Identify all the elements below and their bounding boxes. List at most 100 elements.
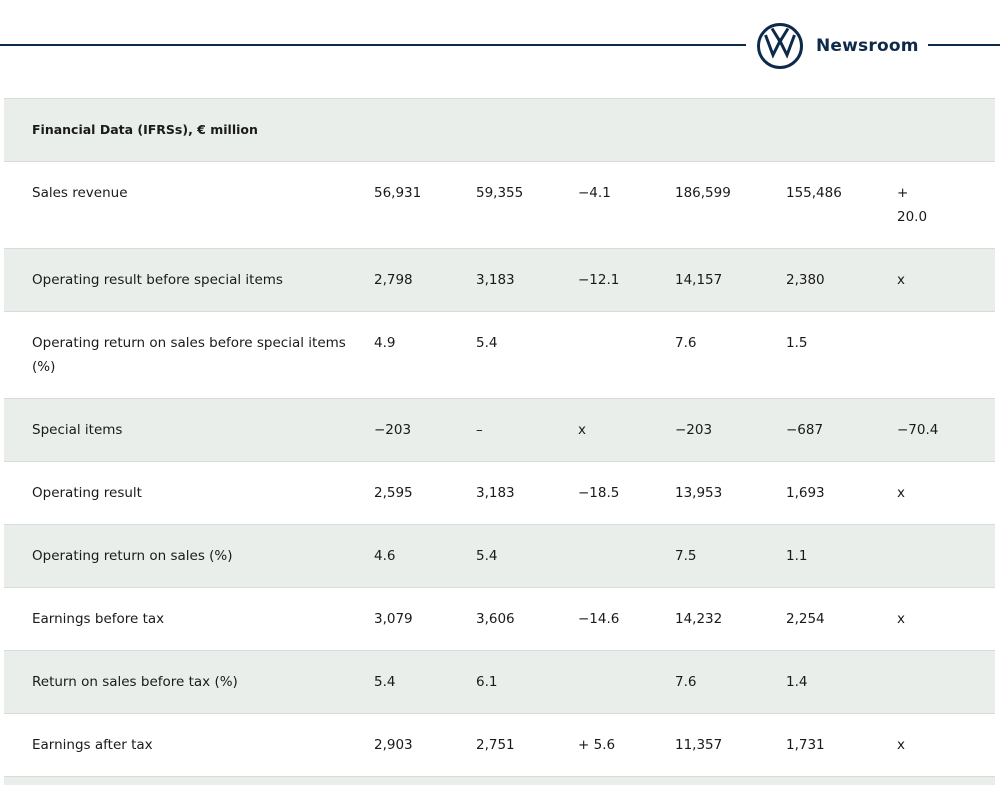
cell-value: 1,731: [786, 737, 825, 753]
table-cell: 4.6: [374, 525, 476, 588]
table-cell: x: [897, 462, 995, 525]
cell-value: x: [897, 737, 905, 753]
row-label: Earnings after tax: [4, 714, 374, 777]
cell-value: x: [578, 422, 586, 438]
table-cell: [578, 651, 675, 714]
cell-value: 5.4: [476, 548, 498, 564]
table-cell: 4.9: [374, 312, 476, 399]
financial-data-table: Financial Data (IFRSs), € million Sales …: [4, 98, 996, 777]
table-cell: −12.1: [578, 249, 675, 312]
table-cell: [897, 525, 995, 588]
table-row: Operating return on sales (%) 4.6 5.4 7.5 1.…: [4, 524, 996, 588]
table-row: Operating return on sales before special…: [4, 311, 996, 399]
table-cell: 14,157: [675, 249, 786, 312]
cell-value: x: [897, 485, 905, 501]
table-cell: 2,751: [476, 714, 578, 777]
table-cell: 2,798: [374, 249, 476, 312]
cell-value: −4.1: [578, 185, 611, 201]
table-cell: 3,079: [374, 588, 476, 651]
row-label-text: Return on sales before tax (%): [32, 674, 238, 690]
cell-value: 2,903: [374, 737, 413, 753]
cell-value: 7.6: [675, 674, 697, 690]
cell-value: [578, 651, 675, 689]
table-cell: x: [897, 714, 995, 777]
cell-value: [578, 525, 675, 563]
row-label: Sales revenue: [4, 162, 374, 249]
table-row: Sales revenue 56,931 59,355 −4.1 186,599 155,…: [4, 161, 996, 249]
cell-value: + 5.6: [578, 737, 616, 753]
table-cell: –: [476, 399, 578, 462]
table-row: Operating result before special items 2,7…: [4, 248, 996, 312]
table-cell: 2,380: [786, 249, 897, 312]
table-cell: + 20.0: [897, 162, 995, 249]
cell-value: 155,486: [786, 185, 842, 201]
table-cell: −14.6: [578, 588, 675, 651]
cell-value: [897, 525, 995, 563]
newsroom-brand-link[interactable]: Newsroom: [756, 22, 919, 70]
cell-value: [897, 651, 995, 689]
cell-value: 1,693: [786, 485, 825, 501]
table-row: Earnings after tax 2,903 2,751 + 5.6 11,357 1…: [4, 713, 996, 777]
table-cell: [578, 525, 675, 588]
cell-value: 7.6: [675, 335, 697, 351]
cell-value: 4.9: [374, 335, 396, 351]
cell-value: −70.4: [897, 422, 939, 438]
cell-value: x: [897, 272, 905, 288]
row-label-text: Earnings after tax: [32, 737, 153, 753]
table-title-row: Financial Data (IFRSs), € million: [4, 98, 996, 162]
cell-value: 5.4: [374, 674, 396, 690]
table-title: Financial Data (IFRSs), € million: [32, 122, 258, 137]
vw-logo-icon: [757, 23, 803, 69]
table-cell: 5.4: [374, 651, 476, 714]
cell-value: 3,183: [476, 272, 515, 288]
table-cell: −687: [786, 399, 897, 462]
table-cell: 59,355: [476, 162, 578, 249]
row-label: Return on sales before tax (%): [4, 651, 374, 714]
table-cell: x: [897, 249, 995, 312]
brand-name: Newsroom: [816, 36, 919, 56]
table-cell: 3,183: [476, 462, 578, 525]
table-cell: 5.4: [476, 312, 578, 399]
cell-value: 7.5: [675, 548, 697, 564]
table-cell: x: [897, 588, 995, 651]
table-cell: 1.4: [786, 651, 897, 714]
table-next-row-peek: [4, 776, 995, 785]
row-label: Special items: [4, 399, 374, 462]
cell-value: 5.4: [476, 335, 498, 351]
cell-value: 186,599: [675, 185, 731, 201]
table-cell: 1.1: [786, 525, 897, 588]
table-row: Special items −203 – x −203 −687 −70.4: [4, 398, 996, 462]
cell-value: 2,751: [476, 737, 515, 753]
row-label-text: Operating result before special items: [32, 272, 283, 288]
cell-value: −203: [374, 422, 412, 438]
cell-value: 14,157: [675, 272, 723, 288]
table-cell: 14,232: [675, 588, 786, 651]
table-cell: x: [578, 399, 675, 462]
table-cell: 5.4: [476, 525, 578, 588]
table-cell: [897, 651, 995, 714]
table-row: Earnings before tax 3,079 3,606 −14.6 14,232…: [4, 587, 996, 651]
table-cell: 1.5: [786, 312, 897, 399]
row-label-text: Special items: [32, 422, 123, 438]
cell-value: −18.5: [578, 485, 620, 501]
cell-value: 11,357: [675, 737, 723, 753]
cell-value: 59,355: [476, 185, 524, 201]
cell-value: [578, 312, 675, 350]
row-label: Operating result: [4, 462, 374, 525]
table-cell: −18.5: [578, 462, 675, 525]
page-header: Newsroom: [0, 0, 1000, 98]
table-cell: −70.4: [897, 399, 995, 462]
cell-value: 2,595: [374, 485, 413, 501]
table-cell: 11,357: [675, 714, 786, 777]
table-cell: 2,595: [374, 462, 476, 525]
cell-value: 6.1: [476, 674, 498, 690]
table-cell: 13,953: [675, 462, 786, 525]
cell-value: 1.1: [786, 548, 808, 564]
table-row: Operating result 2,595 3,183 −18.5 13,953 1,6…: [4, 461, 996, 525]
cell-value: 4.6: [374, 548, 396, 564]
cell-value: 14,232: [675, 611, 723, 627]
table-cell: [897, 312, 995, 399]
table-cell: −203: [374, 399, 476, 462]
cell-value: 1.4: [786, 674, 808, 690]
table-cell: 6.1: [476, 651, 578, 714]
